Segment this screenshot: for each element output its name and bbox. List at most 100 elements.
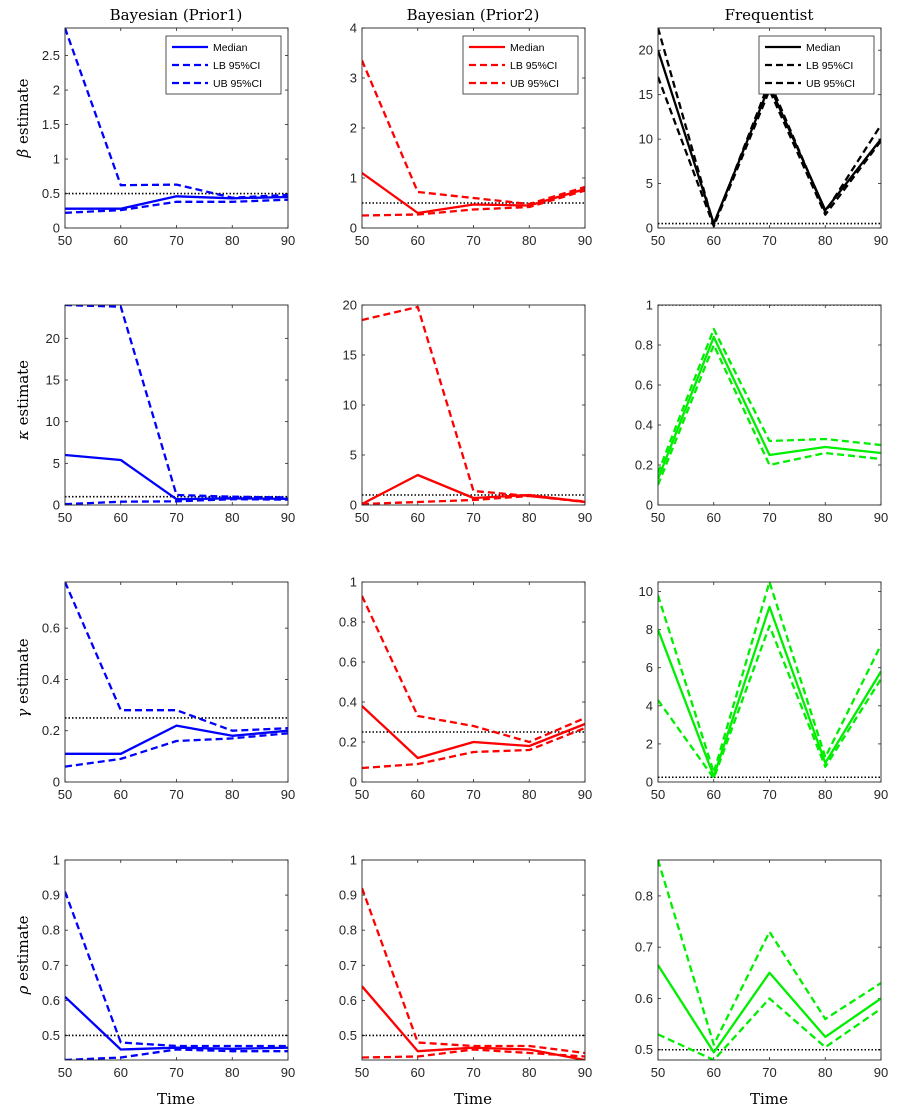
legend-label-ub: UB 95%CI — [213, 78, 262, 90]
y-tick-label: 15 — [46, 373, 60, 388]
y-tick-label: 0 — [350, 221, 357, 236]
y-tick-label: 20 — [639, 43, 653, 58]
ylabel-beta: β estimate — [14, 78, 32, 158]
plot-lines — [65, 28, 288, 214]
panel-kappa-freq: 50 60 70 80 90 0 0.2 0.4 0.6 0.8 1 — [635, 298, 888, 526]
axes-box — [64, 27, 289, 229]
x-tick-label: 70 — [762, 1065, 776, 1080]
panel-gamma-freq: 50 60 70 80 90 0 2 4 6 8 10 — [639, 581, 888, 802]
series-median-line — [658, 605, 881, 778]
y-tick-label: 2 — [350, 121, 357, 136]
legend-label-lb: LB 95%CI — [510, 60, 557, 72]
x-tick-label: 90 — [578, 510, 592, 525]
y-tick-label: 0.5 — [339, 1028, 357, 1043]
panel-rho-prior2: 50 60 70 80 90 0.5 0.6 0.7 0.8 0.9 1 — [339, 853, 592, 1081]
series-lb-line — [658, 76, 881, 228]
y-tick-label: 15 — [639, 87, 653, 102]
y-tick-label: 0.4 — [339, 695, 357, 710]
y-tick-label: 2.5 — [42, 48, 60, 63]
panel-beta-prior1: 50 60 70 80 90 0 0.5 1 1.5 2 2.5 Median LB 95%CI UB 9… — [42, 27, 295, 248]
panel-gamma-prior2: 50 60 70 80 90 0 0.2 0.4 0.6 0.8 1 — [339, 575, 592, 803]
series-lb-line — [362, 189, 585, 217]
y-tick-label: 10 — [639, 132, 653, 147]
plot-area — [362, 860, 585, 1060]
x-tick-label: 90 — [874, 233, 888, 248]
y-tick-label: 2 — [53, 83, 60, 98]
xlabel-col2: Time — [454, 1090, 492, 1108]
x-tick-label: 90 — [578, 787, 592, 802]
axes-box — [361, 27, 586, 229]
y-tick-label: 0.7 — [42, 958, 60, 973]
series-lb-line — [658, 624, 881, 780]
ylabel-kappa: κ estimate — [14, 360, 32, 441]
series-ub-line — [362, 595, 585, 744]
x-tick-label: 70 — [169, 787, 183, 802]
x-tick-label: 50 — [58, 787, 72, 802]
panel-rho-freq: 50 60 70 80 90 0.5 0.6 0.7 0.8 — [635, 859, 888, 1080]
panel-gamma-prior1: 50 60 70 80 90 0 0.2 0.4 0.6 — [42, 581, 295, 802]
y-tick-label: 0.5 — [42, 186, 60, 201]
legend-label-lb: LB 95%CI — [213, 60, 260, 72]
series-median-line — [658, 964, 881, 1054]
series-ub-line — [65, 582, 288, 732]
y-tick-label: 1.5 — [42, 117, 60, 132]
y-tick-label: 0.6 — [42, 993, 60, 1008]
legend-label-median: Median — [806, 42, 841, 54]
x-tick-label: 60 — [114, 787, 128, 802]
y-tick-label: 10 — [639, 584, 653, 599]
x-tick-label: 90 — [281, 1065, 295, 1080]
x-tick-label: 60 — [114, 510, 128, 525]
series-ub-line — [65, 891, 288, 1048]
x-tick-label: 50 — [58, 1065, 72, 1080]
axes-box — [657, 304, 882, 506]
series-lb-line — [65, 498, 288, 505]
x-tick-label: 70 — [169, 233, 183, 248]
y-tick-label: 6 — [646, 660, 653, 675]
series-ub-line — [65, 28, 288, 199]
y-tick-label: 1 — [646, 298, 653, 313]
y-tick-label: 20 — [46, 331, 60, 346]
x-tick-label: 60 — [411, 233, 425, 248]
series-ub-line — [362, 60, 585, 206]
x-tick-label: 80 — [225, 787, 239, 802]
series-lb-line — [362, 494, 585, 505]
y-tick-label: 0.7 — [339, 958, 357, 973]
series-median-line — [65, 724, 288, 755]
panel-rho-prior1: 50 60 70 80 90 0.5 0.6 0.7 0.8 0.9 1 — [42, 853, 295, 1081]
y-tick-label: 10 — [343, 398, 357, 413]
plot-lines — [658, 860, 881, 1060]
y-tick-label: 0.8 — [42, 923, 60, 938]
y-tick-label: 0 — [646, 498, 653, 513]
y-tick-label: 1 — [350, 853, 357, 868]
x-tick-label: 70 — [762, 510, 776, 525]
x-tick-label: 70 — [169, 1065, 183, 1080]
x-tick-label: 90 — [281, 510, 295, 525]
y-tick-label: 0.5 — [42, 1028, 60, 1043]
y-tick-label: 0 — [646, 775, 653, 790]
y-tick-label: 2 — [646, 736, 653, 751]
series-ub-line — [658, 582, 881, 774]
x-tick-label: 90 — [281, 233, 295, 248]
x-tick-label: 80 — [522, 510, 536, 525]
legend-label-ub: UB 95%CI — [510, 78, 559, 90]
x-tick-label: 90 — [874, 787, 888, 802]
x-tick-label: 70 — [169, 510, 183, 525]
axes-box — [361, 581, 586, 783]
column-title-prior1: Bayesian (Prior1) — [110, 6, 243, 24]
y-tick-label: 10 — [46, 414, 60, 429]
legend: Median LB 95%CI UB 95%CI — [462, 35, 579, 95]
y-tick-label: 0.6 — [339, 655, 357, 670]
series-median-line — [658, 335, 881, 480]
y-tick-label: 0.2 — [339, 735, 357, 750]
plot-area — [65, 860, 288, 1060]
x-tick-label: 80 — [225, 1065, 239, 1080]
axes-box — [64, 859, 289, 1061]
y-tick-label: 1 — [53, 853, 60, 868]
x-tick-label: 50 — [355, 510, 369, 525]
x-tick-label: 60 — [707, 1065, 721, 1080]
y-tick-label: 0.9 — [339, 888, 357, 903]
x-tick-label: 70 — [466, 1065, 480, 1080]
series-lb-line — [65, 1048, 288, 1060]
series-median-line — [65, 453, 288, 501]
plot-area — [65, 305, 288, 505]
